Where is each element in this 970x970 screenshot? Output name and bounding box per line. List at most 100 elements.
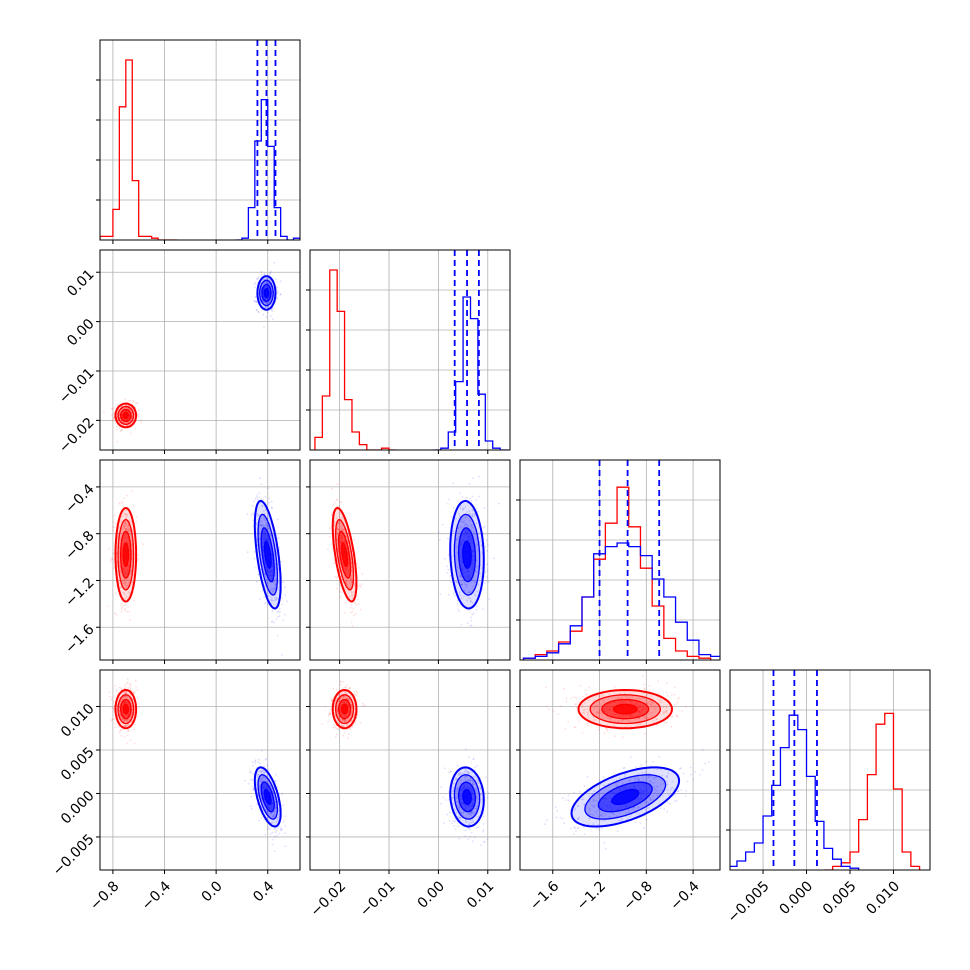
scatter-point <box>267 301 270 304</box>
scatter-point <box>480 793 482 796</box>
scatter-point <box>358 567 361 569</box>
scatter-point <box>264 833 267 836</box>
scatter-point <box>478 785 480 788</box>
scatter-point <box>110 698 113 701</box>
scatter-point <box>276 286 278 289</box>
scatter-point <box>468 813 471 816</box>
scatter-point <box>486 796 489 799</box>
scatter-point <box>120 700 122 703</box>
scatter-point <box>349 586 352 588</box>
scatter-point <box>260 779 263 782</box>
scatter-point <box>128 593 131 595</box>
scatter-point <box>482 533 485 536</box>
panel-frame <box>309 669 511 871</box>
scatter-point <box>126 578 129 581</box>
contour-line <box>114 402 138 429</box>
scatter-point <box>137 409 140 412</box>
scatter-point <box>627 724 630 727</box>
contour-line <box>335 519 355 591</box>
scatter-point <box>476 805 479 808</box>
scatter-point <box>329 535 331 538</box>
scatter-point <box>263 772 266 774</box>
scatter-point <box>477 779 480 782</box>
scatter-point <box>260 270 263 273</box>
scatter-point <box>268 497 270 500</box>
scatter-point <box>131 583 134 586</box>
scatter-point <box>353 538 356 541</box>
contour-line <box>256 275 277 311</box>
scatter-point <box>582 711 584 714</box>
scatter-point <box>482 812 485 815</box>
scatter-point <box>464 523 467 526</box>
x-tick-label: 0.4 <box>250 878 277 905</box>
scatter-point <box>452 592 455 595</box>
scatter-point <box>256 513 259 515</box>
scatter-point <box>464 775 467 778</box>
scatter-point <box>336 710 339 713</box>
scatter-point <box>466 511 468 513</box>
scatter-point <box>575 696 578 699</box>
scatter-point <box>125 578 128 581</box>
scatter-point <box>136 402 139 404</box>
scatter-point <box>448 819 451 822</box>
scatter-point <box>339 693 341 696</box>
scatter-point <box>440 802 442 805</box>
scatter-point <box>447 554 450 556</box>
scatter-point <box>264 306 266 309</box>
scatter-point <box>623 692 626 695</box>
scatter-point <box>333 522 336 525</box>
scatter-point <box>334 576 337 578</box>
scatter-point <box>126 724 129 726</box>
scatter-point <box>124 522 127 525</box>
scatter-point <box>118 565 121 567</box>
scatter-point <box>258 496 261 499</box>
scatter-point <box>333 724 336 726</box>
scatter-point <box>259 524 262 526</box>
scatter-point <box>466 775 468 778</box>
scatter-point <box>482 588 484 591</box>
scatter-point <box>340 566 343 569</box>
scatter-point <box>113 718 116 721</box>
scatter-point <box>344 691 346 693</box>
scatter-point <box>266 303 268 305</box>
scatter-point <box>458 806 461 809</box>
scatter-point <box>330 543 333 545</box>
scatter-point <box>116 429 119 431</box>
scatter-point <box>261 778 264 781</box>
scatter-point <box>353 582 356 585</box>
scatter-point <box>256 277 259 280</box>
scatter-point <box>137 413 140 416</box>
scatter-point <box>334 736 337 738</box>
scatter-point <box>268 501 270 504</box>
scatter-point <box>451 796 454 799</box>
scatter-point <box>260 520 262 522</box>
scatter-point <box>345 697 348 700</box>
scatter-point <box>124 528 127 530</box>
scatter-point <box>341 719 343 721</box>
scatter-point <box>137 703 140 705</box>
scatter-point <box>359 721 362 724</box>
scatter-point <box>331 487 333 490</box>
scatter-point <box>451 797 454 799</box>
scatter-point <box>342 518 345 520</box>
scatter-point <box>114 726 116 729</box>
scatter-point <box>124 686 127 689</box>
scatter-point <box>339 697 342 700</box>
scatter-point <box>251 778 254 781</box>
scatter-point <box>658 702 660 705</box>
scatter-point <box>586 714 589 717</box>
scatter-point <box>255 567 257 569</box>
scatter-point <box>455 796 458 799</box>
contour-line <box>462 540 472 569</box>
scatter-point <box>112 552 115 555</box>
scatter-point <box>459 505 462 508</box>
scatter-point <box>265 601 268 604</box>
scatter-point <box>277 610 280 613</box>
scatter-point <box>284 825 287 827</box>
scatter-point <box>121 698 123 700</box>
scatter-point <box>275 579 278 582</box>
scatter-point <box>123 578 126 581</box>
scatter-point <box>256 580 258 583</box>
scatter-point <box>343 696 345 699</box>
